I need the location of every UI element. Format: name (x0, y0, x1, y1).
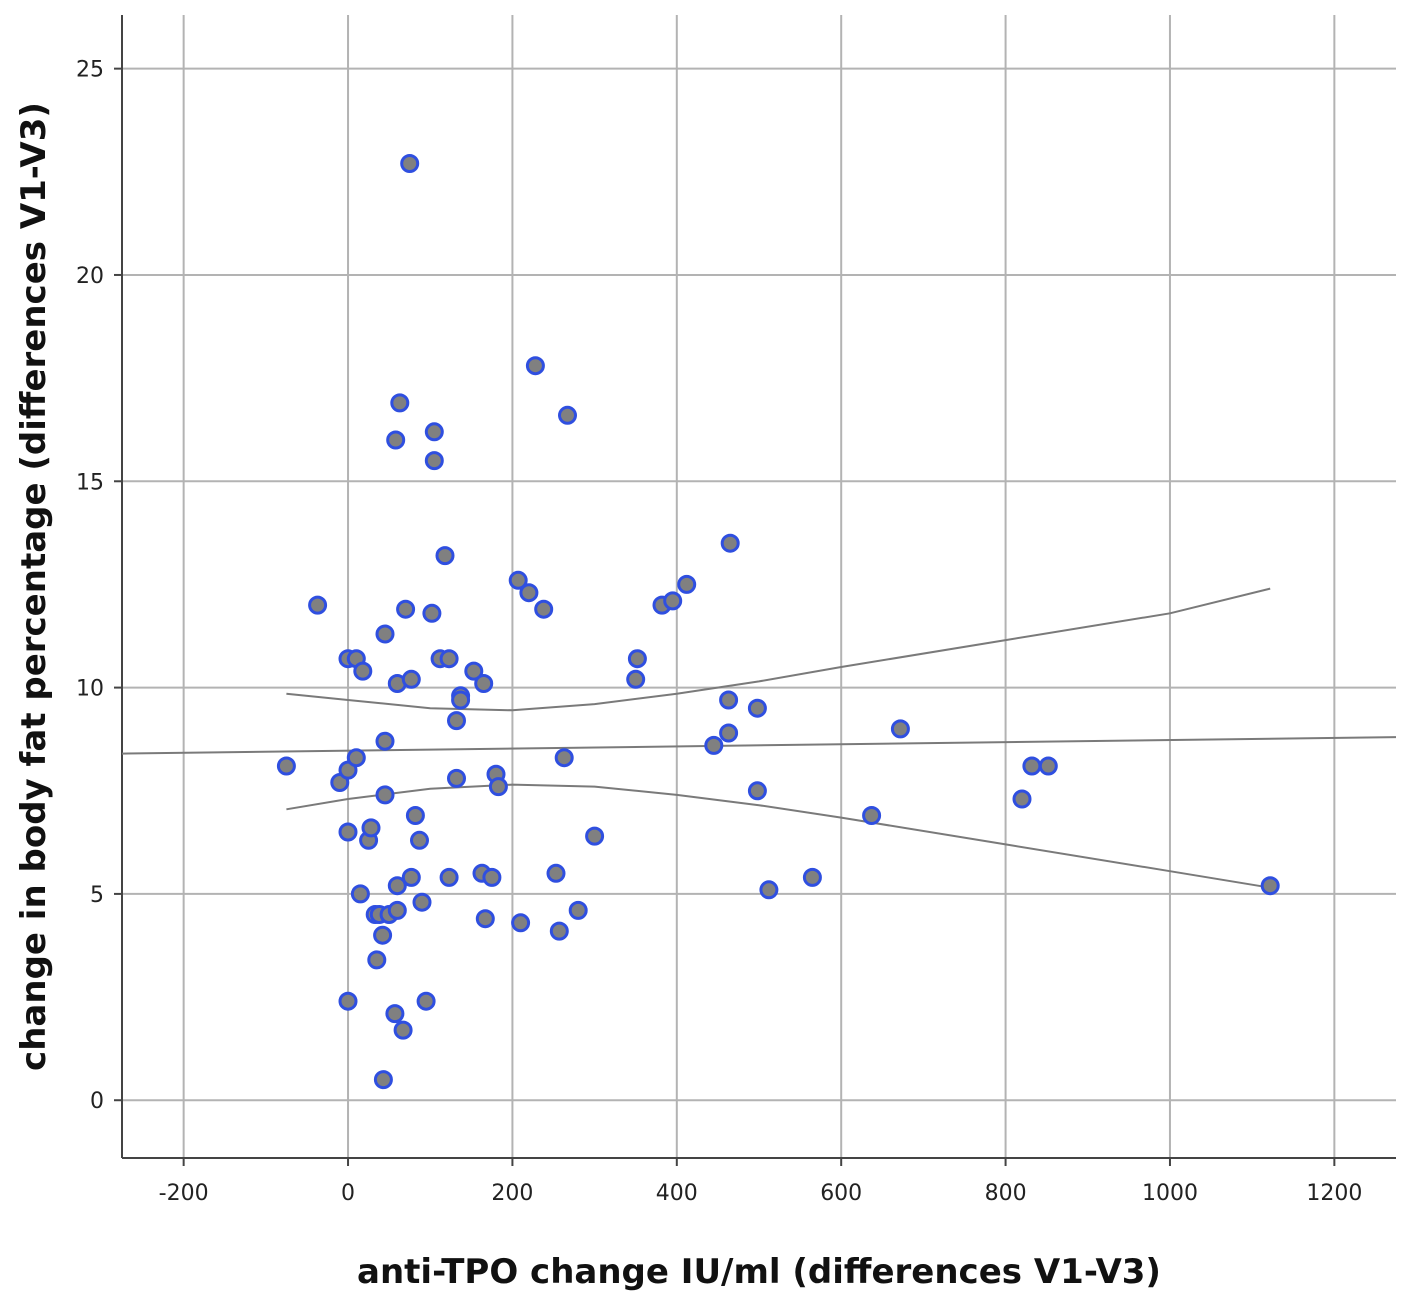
data-point (451, 690, 471, 710)
data-point (554, 748, 574, 768)
x-tick-label: 1200 (1306, 1181, 1362, 1206)
regression-line (121, 736, 1397, 755)
data-point (308, 595, 328, 615)
data-point (759, 880, 779, 900)
data-point (1022, 756, 1042, 776)
data-point (546, 863, 566, 883)
data-point (405, 806, 425, 825)
x-tick-label: 0 (341, 1181, 355, 1206)
data-point (424, 422, 444, 442)
data-point (346, 748, 366, 768)
x-tick-label: 400 (656, 1181, 698, 1206)
data-point (488, 777, 508, 797)
data-point (375, 624, 395, 644)
data-point (338, 822, 358, 842)
axes (114, 15, 1396, 1166)
data-point (422, 603, 442, 623)
y-tick-label: 10 (76, 677, 104, 702)
data-point (475, 909, 495, 929)
data-point (720, 533, 740, 553)
data-point (439, 867, 459, 887)
data-point (373, 925, 393, 945)
x-tick-label: 200 (491, 1181, 533, 1206)
data-point (1012, 789, 1032, 809)
fit-lines (121, 587, 1397, 889)
data-point (627, 649, 647, 669)
data-point (534, 599, 554, 619)
data-point (890, 719, 910, 739)
data-points (276, 154, 1280, 1090)
data-point (549, 921, 569, 941)
data-point (412, 892, 432, 912)
data-point (474, 674, 494, 693)
data-point (1038, 756, 1058, 776)
data-point (387, 876, 407, 896)
data-point (519, 583, 539, 603)
data-point (375, 785, 395, 805)
data-point (719, 690, 739, 710)
data-point (400, 154, 420, 173)
y-tick-label: 0 (90, 1089, 104, 1114)
x-tick-label: 800 (985, 1181, 1027, 1206)
grid (122, 15, 1396, 1158)
data-point (386, 430, 406, 450)
data-point (447, 768, 466, 788)
data-point (447, 711, 466, 731)
data-point (511, 913, 531, 933)
y-axis-title: change in body fat percentage (differenc… (14, 102, 54, 1071)
x-axis-title: anti-TPO change IU/ml (differences V1-V3… (357, 1252, 1161, 1292)
data-point (482, 867, 502, 887)
data-point (568, 900, 588, 920)
data-point (747, 698, 767, 718)
data-point (663, 591, 683, 611)
data-point (435, 546, 455, 566)
data-point (387, 900, 407, 920)
y-tick-label: 25 (76, 58, 104, 83)
data-point (704, 735, 724, 755)
y-tick-label: 20 (76, 264, 104, 289)
data-point (424, 451, 444, 471)
data-point (393, 1020, 413, 1040)
data-point (361, 818, 381, 838)
data-point (276, 756, 296, 776)
data-point (416, 991, 436, 1011)
data-point (373, 1070, 393, 1090)
data-point (367, 950, 387, 970)
data-point (396, 599, 416, 619)
x-tick-label: 1000 (1142, 1181, 1198, 1206)
data-point (802, 867, 822, 887)
data-point (410, 830, 429, 850)
data-point (353, 661, 373, 681)
data-point (719, 723, 739, 743)
data-point (401, 669, 421, 689)
data-point (375, 731, 395, 751)
data-point (464, 661, 484, 681)
y-tick-label: 5 (90, 883, 104, 908)
data-point (677, 574, 697, 594)
y-tick-label: 15 (76, 470, 104, 495)
data-point (862, 806, 882, 825)
data-point (508, 570, 528, 590)
data-point (525, 356, 545, 376)
confidence-lower-line (286, 783, 1271, 889)
data-point (385, 1004, 405, 1024)
data-point (747, 781, 767, 801)
data-point (626, 669, 646, 689)
tick-labels: -200 0 200 400 600 800 1000 1200 0 5 10 15 20 25 (76, 58, 1362, 1206)
data-point (338, 991, 358, 1011)
confidence-upper-line (286, 587, 1271, 712)
data-point (558, 405, 577, 425)
data-point (1260, 876, 1280, 896)
data-point (390, 393, 410, 413)
data-point (439, 649, 459, 669)
data-point (401, 867, 421, 887)
data-point (350, 884, 370, 904)
data-point (585, 826, 605, 846)
x-tick-label: -200 (159, 1181, 209, 1206)
x-tick-label: 600 (820, 1181, 862, 1206)
